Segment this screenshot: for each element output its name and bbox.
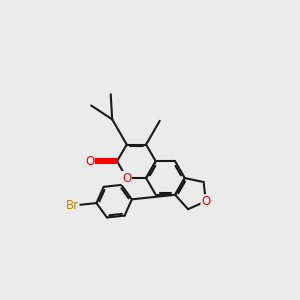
Text: O: O	[85, 155, 94, 168]
Text: O: O	[201, 195, 210, 208]
Text: Br: Br	[66, 199, 79, 212]
Text: O: O	[122, 172, 131, 184]
